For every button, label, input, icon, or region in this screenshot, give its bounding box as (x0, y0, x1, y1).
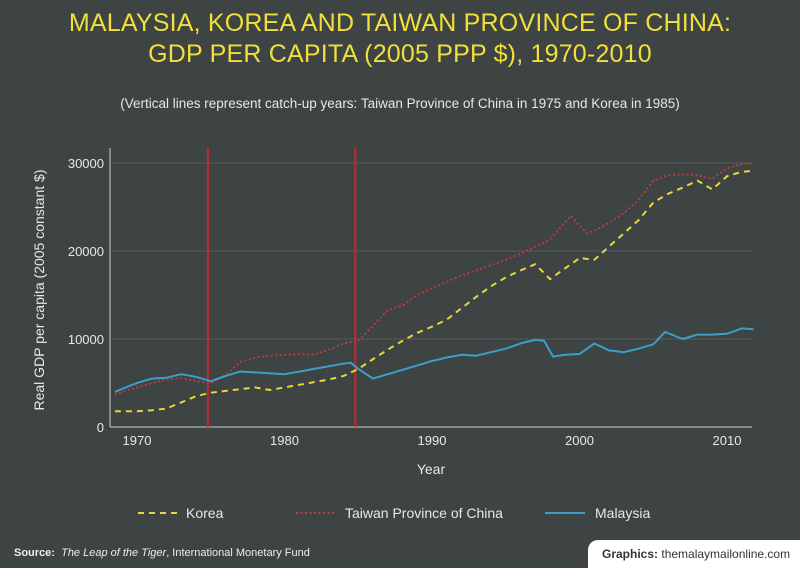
line-chart: 0 10000 20000 30000 1970 1980 1990 2000 2010 Year… (31, 148, 754, 521)
x-tick-label: 1970 (123, 433, 152, 448)
source-rest: , International Monetary Fund (166, 547, 310, 559)
title-line-2: GDP PER CAPITA (2005 PPP $), 1970-2010 (148, 40, 652, 68)
y-tick-label: 0 (97, 420, 104, 435)
legend-label: Korea (186, 505, 224, 521)
y-axis-label: Real GDP per capita (2005 constant $) (31, 170, 47, 411)
y-tick-label: 20000 (68, 244, 104, 259)
chart-title: MALAYSIA, KOREA AND TAIWAN PROVINCE OF C… (0, 8, 800, 70)
title-line-1: MALAYSIA, KOREA AND TAIWAN PROVINCE OF C… (68, 9, 732, 37)
x-axis-label: Year (417, 461, 446, 477)
y-tick-label: 10000 (68, 332, 104, 347)
x-tick-label: 2010 (713, 433, 742, 448)
x-tick-label: 2000 (565, 433, 594, 448)
series-line-taiwan-province-of-china (114, 162, 754, 396)
legend-label: Malaysia (595, 505, 650, 521)
x-tick-label: 1980 (270, 433, 299, 448)
source-title: The Leap of the Tiger (61, 547, 167, 559)
source-note: Source: The Leap of the Tiger, Internati… (14, 547, 310, 559)
chart-subtitle: (Vertical lines represent catch-up years… (120, 96, 680, 111)
graphics-label: Graphics: (602, 547, 659, 561)
graphics-credit: Graphics: themalaymailonline.com (588, 540, 800, 568)
x-tick-label: 1990 (418, 433, 447, 448)
source-label: Source: (14, 547, 55, 559)
series-line-malaysia (114, 327, 754, 393)
legend-label: Taiwan Province of China (345, 505, 503, 521)
series-line-korea (114, 169, 754, 413)
y-tick-label: 30000 (68, 156, 104, 171)
graphics-site: themalaymailonline.com (661, 547, 791, 561)
